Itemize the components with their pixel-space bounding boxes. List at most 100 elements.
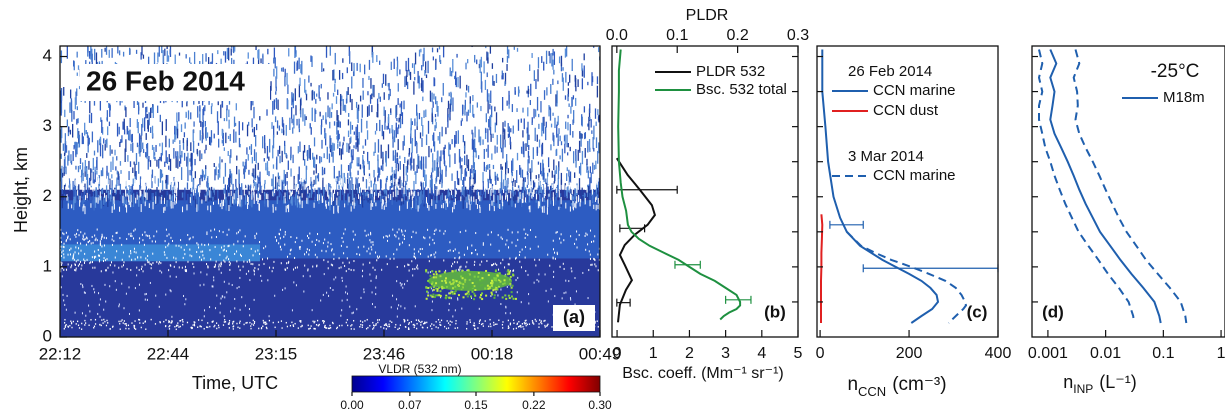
texture [156,261,158,264]
error-bar [619,224,646,233]
texture [75,269,77,272]
texture [395,104,398,116]
texture [256,232,258,235]
texture [151,240,153,243]
texture [538,113,540,118]
texture [441,280,444,283]
texture [124,105,126,111]
texture [97,175,99,183]
texture [184,187,186,202]
texture [285,153,287,158]
texture [207,184,209,196]
texture [390,175,393,181]
texture [377,103,379,118]
texture [216,327,218,330]
texture [134,173,136,184]
texture [184,270,186,273]
texture [399,205,401,211]
texture [571,96,573,107]
texture [165,135,167,148]
texture [342,261,344,264]
texture [228,184,231,194]
texture [413,158,415,171]
texture [332,70,334,81]
texture [453,191,456,195]
texture [259,182,261,193]
texture [431,281,434,284]
texture [212,196,214,201]
x-tick-label: 2 [685,345,694,362]
texture [83,186,85,191]
texture [441,169,443,184]
texture [94,182,96,186]
texture [417,191,419,196]
texture [462,196,464,209]
texture [346,319,348,321]
texture [373,325,375,327]
texture [120,194,123,207]
texture [384,110,386,123]
texture [348,196,350,203]
texture [519,191,521,199]
texture [370,188,372,194]
texture [84,160,87,172]
texture [93,193,95,205]
texture [519,325,521,327]
texture [560,62,563,72]
texture [343,136,345,142]
texture [60,244,260,262]
texture [171,315,173,318]
texture [249,314,251,317]
texture [186,321,189,324]
texture [181,95,183,108]
texture [434,125,436,131]
texture [534,318,536,321]
texture [529,247,531,250]
texture [479,319,481,321]
texture [275,97,278,109]
texture [336,135,338,140]
texture [116,123,119,137]
texture [414,324,416,327]
texture [437,286,440,289]
texture [388,234,390,237]
texture [325,46,328,58]
texture [250,262,252,265]
texture [490,284,493,287]
texture [86,173,89,188]
texture [467,59,469,64]
x-axis-title-main: n [847,374,858,395]
texture [64,322,66,324]
texture [419,160,422,169]
texture [82,196,84,210]
texture [314,253,316,256]
texture [417,267,419,270]
texture [70,322,73,325]
texture [226,233,228,236]
texture [320,299,322,302]
texture [440,296,442,299]
texture [498,272,501,275]
texture [472,324,475,327]
texture [253,126,256,137]
texture [432,289,434,292]
texture [101,126,104,135]
texture [61,189,64,195]
texture [334,186,336,194]
texture [425,61,427,74]
texture [291,309,293,312]
texture [186,182,189,190]
texture [509,312,511,315]
texture [230,48,232,56]
texture [276,131,279,135]
texture [366,130,369,140]
texture [406,69,408,78]
texture [152,252,154,255]
texture [60,228,62,231]
texture [452,287,455,290]
texture [210,229,212,232]
texture [493,277,496,280]
texture [589,253,591,256]
texture [366,176,368,181]
texture [374,177,376,182]
